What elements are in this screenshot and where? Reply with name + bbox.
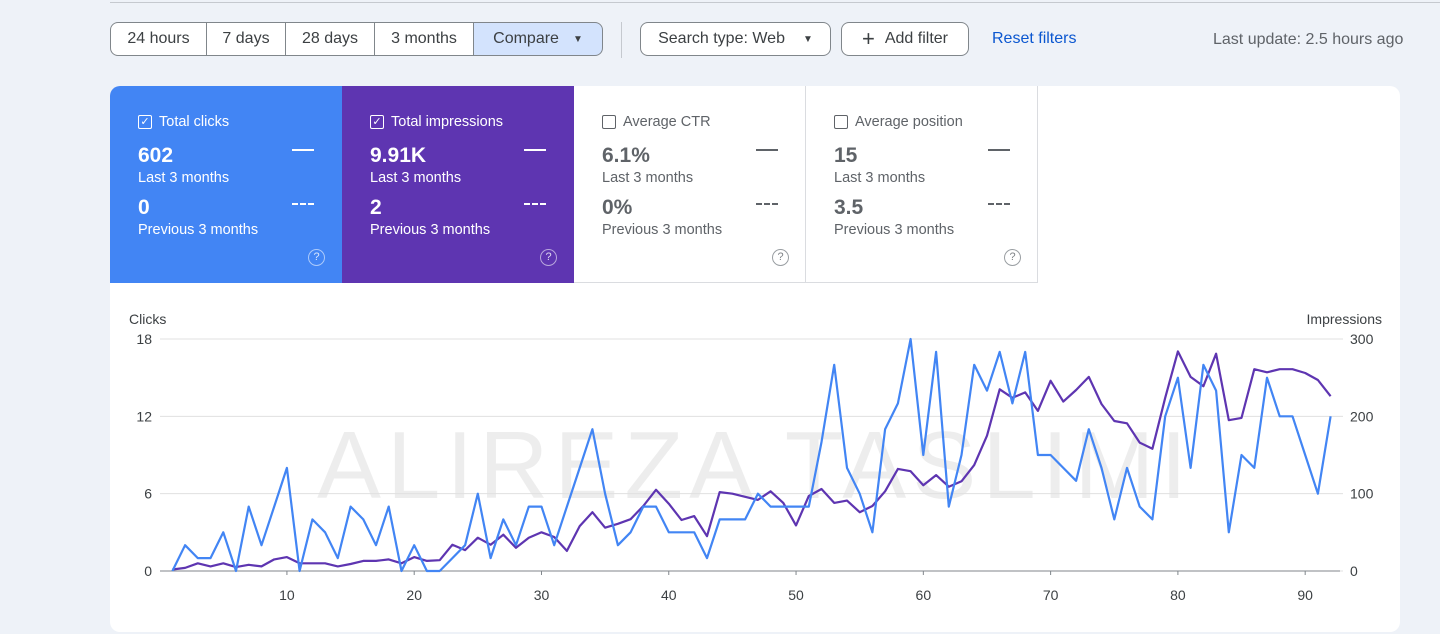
- dropdown-arrow: ▼: [802, 33, 813, 45]
- x-tick-label: 50: [788, 587, 804, 603]
- metric-tile[interactable]: ✓ Total impressions 9.91K Last 3 months 2 Pre…: [342, 86, 574, 283]
- range-button[interactable]: 3 months: [374, 22, 474, 56]
- metric-previous: 2: [370, 196, 382, 219]
- y-tick-label: 18: [136, 331, 152, 347]
- solid-dash: [756, 149, 778, 151]
- button-label: Compare: [493, 30, 559, 47]
- x-tick-label: 10: [279, 587, 295, 603]
- x-tick-label: 60: [916, 587, 932, 603]
- dashed-dash: [988, 203, 1010, 205]
- metric-label: ✓ Total clicks: [138, 114, 342, 130]
- series-line: [171, 337, 1332, 573]
- metric-period: Last 3 months: [602, 170, 694, 186]
- metric-period: Previous 3 months: [370, 222, 491, 238]
- range-button[interactable]: 24 hours: [110, 22, 207, 56]
- solid-dash: [524, 149, 546, 151]
- metric-current: 15: [834, 144, 858, 167]
- dropdown-arrow: ▼: [572, 33, 583, 45]
- metric-period: Last 3 months: [834, 170, 926, 186]
- x-tick-label: 20: [406, 587, 422, 603]
- y-axis-title: Clicks: [129, 311, 166, 327]
- y2-axis-title: Impressions: [1307, 311, 1382, 327]
- solid-dash: [292, 149, 314, 151]
- metric-period: Last 3 months: [138, 170, 230, 186]
- checkbox[interactable]: [602, 115, 616, 129]
- y-tick-label: 0: [144, 563, 152, 579]
- metric-label: Average position: [834, 114, 1037, 130]
- metric-tile[interactable]: ✓ Total clicks 602 Last 3 months 0 Previous 3…: [110, 86, 342, 283]
- dashed-dash: [292, 203, 314, 205]
- solid-dash: [988, 149, 1010, 151]
- help-icon[interactable]: ?: [1004, 249, 1021, 266]
- metric-previous: 0%: [602, 196, 633, 219]
- y-tick-label: 12: [136, 408, 152, 424]
- metric-name: Average position: [855, 114, 963, 130]
- metric-period: Previous 3 months: [602, 222, 723, 238]
- metric-current: 6.1%: [602, 144, 650, 167]
- x-tick-label: 70: [1043, 587, 1059, 603]
- metric-period: Previous 3 months: [834, 222, 955, 238]
- checkbox[interactable]: [834, 115, 848, 129]
- dashed-dash: [756, 203, 778, 205]
- x-tick-label: 30: [534, 587, 550, 603]
- metric-tile[interactable]: Average CTR 6.1% Last 3 months 0% Previous 3…: [574, 86, 806, 283]
- checkbox[interactable]: ✓: [138, 115, 152, 129]
- metric-period: Last 3 months: [370, 170, 462, 186]
- y2-tick-label: 300: [1350, 331, 1374, 347]
- metric-label: ✓ Total impressions: [370, 114, 574, 130]
- metric-current: 9.91K: [370, 144, 427, 167]
- x-tick-label: 80: [1170, 587, 1186, 603]
- metric-period: Previous 3 months: [138, 222, 259, 238]
- y2-tick-label: 0: [1350, 563, 1358, 579]
- reset-link[interactable]: Reset filters: [992, 30, 1077, 47]
- button-label: Search type: Web: [658, 30, 785, 47]
- last-update: Last update: 2.5 hours ago: [1213, 31, 1404, 48]
- x-tick-label: 40: [661, 587, 677, 603]
- metric-previous: 0: [138, 196, 150, 219]
- add-filter-button[interactable]: + Add filter: [841, 22, 969, 56]
- plus-icon: +: [862, 26, 875, 51]
- y2-tick-label: 200: [1350, 408, 1374, 424]
- divider: [110, 2, 1440, 3]
- metric-tile[interactable]: Average position 15 Last 3 months 3.5 Previo…: [806, 86, 1038, 283]
- help-icon[interactable]: ?: [772, 249, 789, 266]
- help-icon[interactable]: ?: [540, 249, 557, 266]
- search-type-button[interactable]: Search type: Web ▼: [640, 22, 831, 56]
- x-tick-label: 90: [1297, 587, 1313, 603]
- metric-current: 602: [138, 144, 174, 167]
- checkbox[interactable]: ✓: [370, 115, 384, 129]
- y2-tick-label: 100: [1350, 486, 1374, 502]
- series-line: [172, 350, 1332, 571]
- metric-label: Average CTR: [602, 114, 805, 130]
- metric-previous: 3.5: [834, 196, 864, 219]
- metric-name: Total clicks: [159, 114, 230, 130]
- y-tick-label: 6: [144, 486, 152, 502]
- metric-name: Average CTR: [623, 114, 711, 130]
- metric-name: Total impressions: [391, 114, 504, 130]
- compare-button[interactable]: Compare ▼: [473, 22, 603, 56]
- separator: [621, 22, 622, 58]
- dashed-dash: [524, 203, 546, 205]
- range-button[interactable]: 28 days: [285, 22, 375, 56]
- chart: ALIREZA TASLIMI Clicks Impressions 0 6 12 1…: [129, 311, 1382, 603]
- button-label: Add filter: [884, 30, 948, 47]
- help-icon[interactable]: ?: [308, 249, 325, 266]
- range-button[interactable]: 7 days: [206, 22, 286, 56]
- watermark: ALIREZA TASLIMI: [317, 412, 1193, 519]
